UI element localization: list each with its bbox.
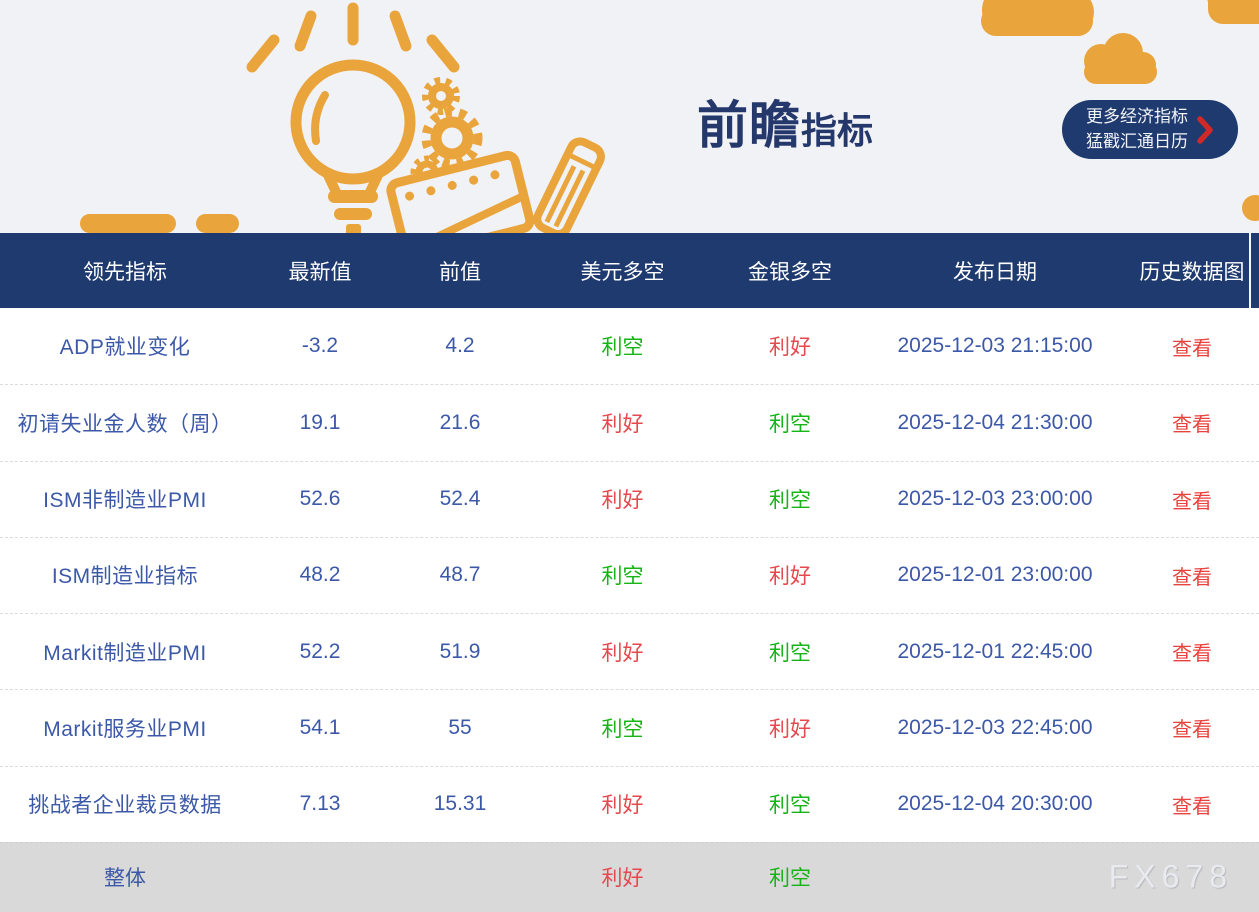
- usd-sentiment: 利好: [601, 641, 644, 665]
- table-row: 挑战者企业裁员数据 7.13 15.31 利好 利空 2025-12-04 20:30:0…: [0, 765, 1259, 842]
- history-chart-cell: 查看: [1125, 767, 1259, 842]
- page-title-primary: 前瞻: [697, 97, 802, 154]
- banner: 前瞻 指标 更多经济指标 猛戳汇通日历: [0, 0, 1259, 233]
- usd-sentiment: 利空: [601, 336, 644, 360]
- table-body: ADP就业变化 -3.2 4.2 利空 利好 2025-12-03 21:15:00 查看初…: [0, 308, 1259, 842]
- latest-value: 52.2: [299, 639, 341, 663]
- release-date: 2025-12-01 22:45:00: [897, 639, 1093, 663]
- release-date: 2025-12-01 23:00:00: [897, 563, 1093, 587]
- footer-empty-cell: [865, 843, 1125, 912]
- usd-sentiment: 利好: [601, 412, 644, 436]
- previous-value: 52.4: [439, 487, 481, 511]
- decorative-bars: [80, 214, 239, 233]
- history-chart-cell: 查看: [1125, 538, 1259, 613]
- notepad-icon: [386, 150, 535, 233]
- usd-sentiment: 利好: [601, 794, 644, 818]
- view-link[interactable]: 查看: [1172, 337, 1212, 360]
- view-link[interactable]: 查看: [1172, 719, 1212, 742]
- table-row: Markit服务业PMI 54.1 55 利空 利好 2025-12-03 22:45:0…: [0, 689, 1259, 766]
- history-chart-cell: 查看: [1125, 308, 1259, 384]
- header-col-indicator: 领先指标: [83, 260, 167, 284]
- history-chart-cell: 查看: [1125, 690, 1259, 765]
- release-date: 2025-12-03 22:45:00: [897, 715, 1093, 739]
- release-date: 2025-12-03 23:00:00: [897, 487, 1093, 511]
- table-footer-row: 整体 利好 利空 FX678: [0, 841, 1259, 912]
- gold-sentiment: 利空: [769, 794, 811, 818]
- lightbulb-rays-icon: [246, 2, 460, 73]
- previous-value: 55: [448, 715, 472, 739]
- footer-empty-cell: [250, 843, 390, 912]
- latest-value: -3.2: [301, 334, 339, 358]
- history-chart-cell: 查看: [1125, 385, 1259, 460]
- header-col-previous: 前值: [439, 260, 481, 284]
- gold-sentiment: 利空: [769, 412, 811, 436]
- previous-value: 21.6: [439, 410, 481, 434]
- indicator-name: ADP就业变化: [59, 336, 191, 360]
- banner-illustration: [80, 0, 1259, 233]
- latest-value: 7.13: [299, 792, 341, 816]
- more-indicators-button[interactable]: 更多经济指标 猛戳汇通日历: [1062, 100, 1238, 159]
- release-date: 2025-12-03 21:15:00: [897, 334, 1093, 358]
- page-title: 前瞻 指标: [697, 84, 873, 158]
- indicator-name: Markit制造业PMI: [43, 641, 207, 665]
- cloud-icon: [981, 0, 1259, 221]
- history-chart-cell: 查看: [1125, 614, 1259, 689]
- header-col-usd: 美元多空: [580, 260, 665, 284]
- indicator-name: 初请失业金人数（周）: [17, 412, 233, 436]
- usd-sentiment: 利好: [601, 489, 644, 513]
- view-link[interactable]: 查看: [1172, 490, 1212, 513]
- previous-value: 48.7: [439, 563, 481, 587]
- more-indicators-button-label: 更多经济指标 猛戳汇通日历: [1086, 107, 1188, 151]
- view-link[interactable]: 查看: [1172, 566, 1212, 589]
- view-link[interactable]: 查看: [1172, 414, 1212, 437]
- footer-gold-sentiment: 利空: [769, 867, 811, 891]
- page-title-secondary: 指标: [801, 110, 874, 151]
- pencil-icon: [533, 137, 605, 233]
- indicator-name: ISM制造业指标: [51, 565, 199, 589]
- latest-value: 48.2: [299, 563, 341, 587]
- gold-sentiment: 利空: [769, 489, 811, 513]
- history-chart-cell: 查看: [1125, 462, 1259, 537]
- indicator-name: 挑战者企业裁员数据: [28, 794, 222, 818]
- footer-empty-cell: [390, 843, 530, 912]
- header-col-date: 发布日期: [953, 260, 1037, 284]
- latest-value: 54.1: [299, 715, 341, 739]
- table-row: 初请失业金人数（周） 19.1 21.6 利好 利空 2025-12-04 21:30:0…: [0, 384, 1259, 461]
- usd-sentiment: 利空: [601, 717, 644, 741]
- latest-value: 19.1: [299, 410, 341, 434]
- previous-value: 15.31: [433, 792, 487, 816]
- table-row: ISM制造业指标 48.2 48.7 利空 利好 2025-12-01 23:00:00 查…: [0, 536, 1259, 614]
- previous-value: 4.2: [445, 334, 475, 358]
- indicator-name: Markit服务业PMI: [43, 717, 207, 741]
- header-col-latest: 最新值: [288, 260, 352, 284]
- table-row: ISM非制造业PMI 52.6 52.4 利好 利空 2025-12-03 23:00:0…: [0, 460, 1259, 537]
- fx678-watermark: FX678: [1108, 858, 1233, 895]
- footer-overall-label: 整体: [104, 867, 146, 891]
- release-date: 2025-12-04 20:30:00: [897, 792, 1093, 816]
- chevron-right-icon: [1197, 115, 1214, 145]
- usd-sentiment: 利空: [601, 565, 644, 589]
- table-row: Markit制造业PMI 52.2 51.9 利好 利空 2025-12-01 22:45…: [0, 613, 1259, 690]
- lightbulb-icon: [290, 59, 416, 233]
- gold-sentiment: 利好: [769, 336, 811, 360]
- header-col-history: 历史数据图: [1139, 260, 1245, 284]
- header-col-gold: 金银多空: [748, 260, 832, 284]
- gold-sentiment: 利好: [769, 565, 811, 589]
- footer-usd-sentiment: 利好: [601, 867, 644, 891]
- gold-sentiment: 利空: [769, 641, 811, 665]
- release-date: 2025-12-04 21:30:00: [897, 410, 1093, 434]
- previous-value: 51.9: [439, 639, 481, 663]
- table-header-row: 领先指标 最新值 前值 美元多空 金银多空 发布日期 历史数据图: [0, 233, 1259, 308]
- gold-sentiment: 利好: [769, 717, 811, 741]
- table-row: ADP就业变化 -3.2 4.2 利空 利好 2025-12-03 21:15:00 查看: [0, 308, 1259, 385]
- indicator-name: ISM非制造业PMI: [43, 489, 207, 513]
- view-link[interactable]: 查看: [1172, 795, 1212, 818]
- view-link[interactable]: 查看: [1172, 643, 1212, 666]
- latest-value: 52.6: [299, 487, 341, 511]
